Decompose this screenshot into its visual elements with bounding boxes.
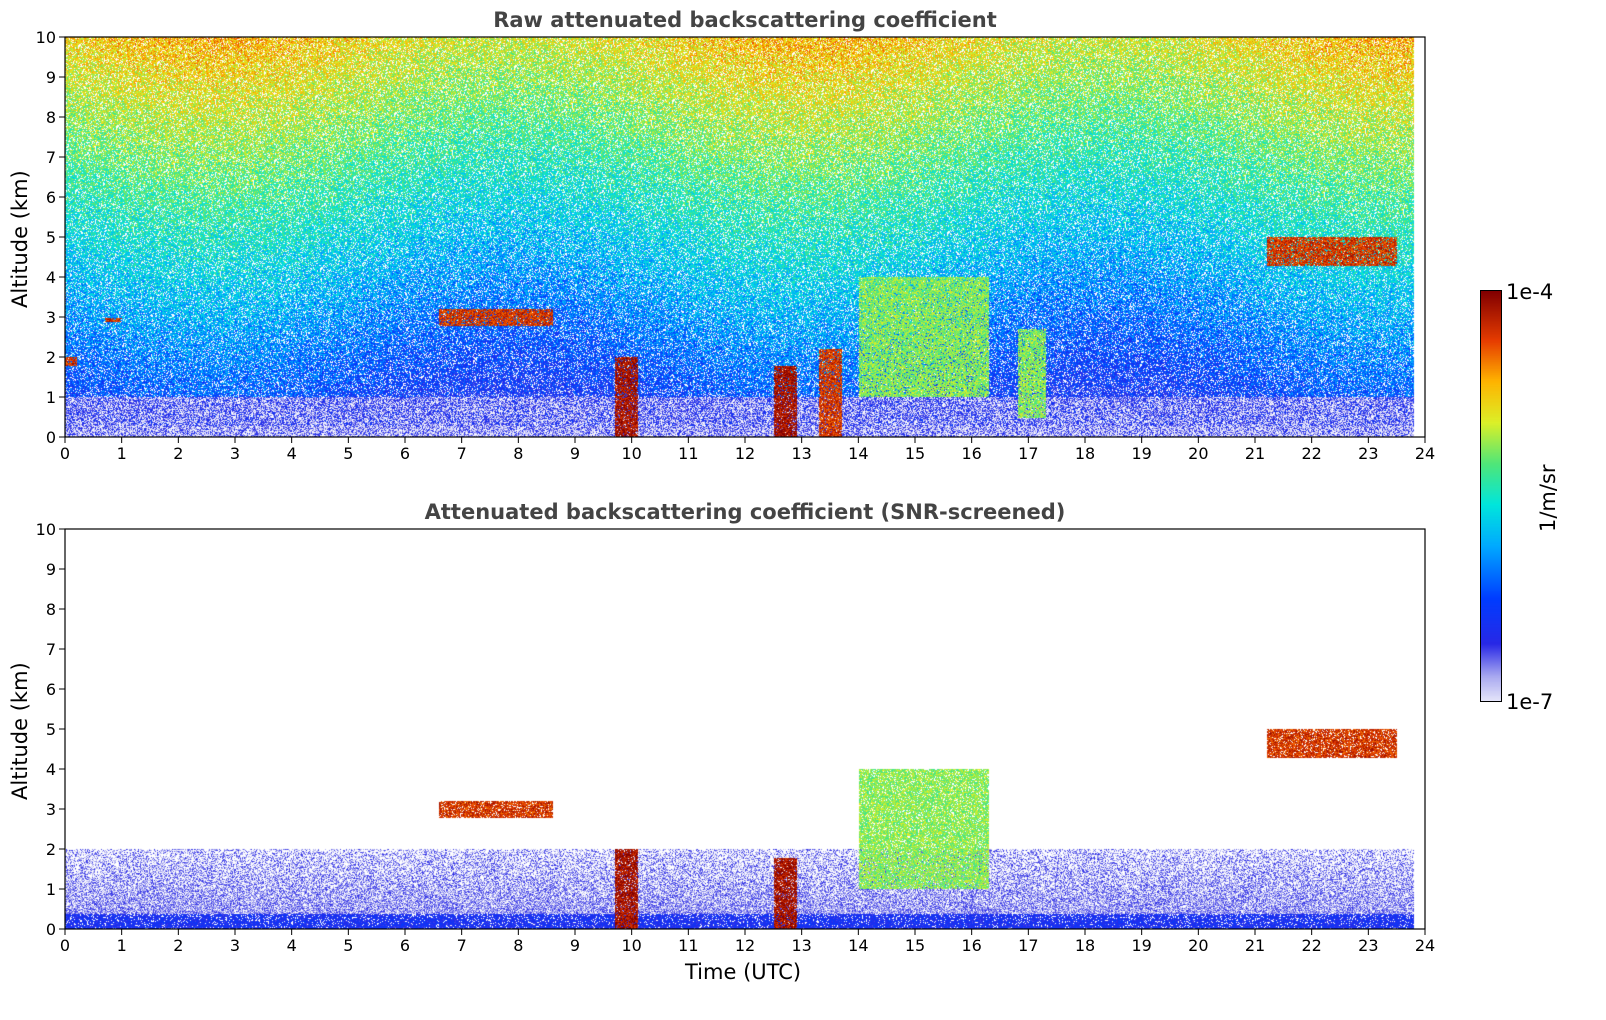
x-tick-label: 19 xyxy=(1131,936,1151,955)
y-tick-label: 5 xyxy=(46,720,56,739)
x-tick-label: 3 xyxy=(230,936,240,955)
x-tick-label: 14 xyxy=(848,936,868,955)
x-tick-label: 0 xyxy=(60,936,70,955)
x-tick-label: 15 xyxy=(905,936,925,955)
bottom-plot-title: Attenuated backscattering coefficient (S… xyxy=(424,500,1066,524)
x-tick-label: 16 xyxy=(961,444,981,463)
bottom-heatmap xyxy=(65,529,1425,929)
top-heatmap xyxy=(65,37,1425,437)
x-tick-label: 1 xyxy=(117,936,127,955)
y-tick-label: 10 xyxy=(36,520,56,539)
x-tick-label: 8 xyxy=(513,444,523,463)
plot-frame xyxy=(64,528,1426,930)
y-tick-label: 6 xyxy=(46,188,56,207)
x-tick-label: 21 xyxy=(1245,444,1265,463)
x-tick-label: 5 xyxy=(343,936,353,955)
y-tick-label: 9 xyxy=(46,68,56,87)
x-tick-label: 7 xyxy=(457,444,467,463)
x-tick-label: 5 xyxy=(343,444,353,463)
x-tick-label: 11 xyxy=(678,444,698,463)
x-tick-label: 9 xyxy=(570,444,580,463)
y-tick-label: 0 xyxy=(46,428,56,447)
x-tick-label: 8 xyxy=(513,936,523,955)
x-tick-label: 11 xyxy=(678,936,698,955)
colorbar-max-label: 1e-4 xyxy=(1506,280,1554,304)
x-tick-label: 2 xyxy=(173,936,183,955)
y-tick-label: 7 xyxy=(46,640,56,659)
y-tick-label: 8 xyxy=(46,108,56,127)
y-tick-label: 4 xyxy=(46,268,56,287)
x-tick-label: 14 xyxy=(848,444,868,463)
y-tick-label: 5 xyxy=(46,228,56,247)
x-tick-label: 17 xyxy=(1018,444,1038,463)
x-tick-label: 19 xyxy=(1131,444,1151,463)
x-tick-label: 6 xyxy=(400,444,410,463)
x-tick-label: 15 xyxy=(905,444,925,463)
y-tick-label: 2 xyxy=(46,348,56,367)
x-tick-label: 22 xyxy=(1301,936,1321,955)
y-tick-label: 1 xyxy=(46,880,56,899)
y-tick-label: 3 xyxy=(46,800,56,819)
x-tick-label: 7 xyxy=(457,936,467,955)
y-tick-label: 2 xyxy=(46,840,56,859)
top-plot-title: Raw attenuated backscattering coefficien… xyxy=(493,8,997,32)
x-tick-label: 1 xyxy=(117,444,127,463)
x-tick-label: 4 xyxy=(287,444,297,463)
y-tick-label: 4 xyxy=(46,760,56,779)
y-tick-label: 3 xyxy=(46,308,56,327)
x-tick-label: 13 xyxy=(791,444,811,463)
y-tick-label: 8 xyxy=(46,600,56,619)
y-tick-label: 7 xyxy=(46,148,56,167)
x-tick-label: 18 xyxy=(1075,444,1095,463)
x-tick-label: 12 xyxy=(735,444,755,463)
x-tick-label: 23 xyxy=(1358,444,1378,463)
x-tick-label: 10 xyxy=(621,936,641,955)
y-tick-label: 9 xyxy=(46,560,56,579)
x-tick-label: 23 xyxy=(1358,936,1378,955)
bottom-y-axis-label: Altitude (km) xyxy=(8,662,32,800)
x-tick-label: 13 xyxy=(791,936,811,955)
x-tick-label: 20 xyxy=(1188,444,1208,463)
x-tick-label: 10 xyxy=(621,444,641,463)
x-tick-label: 6 xyxy=(400,936,410,955)
x-axis-label: Time (UTC) xyxy=(685,960,802,984)
y-tick-label: 1 xyxy=(46,388,56,407)
y-tick-label: 6 xyxy=(46,680,56,699)
x-tick-label: 20 xyxy=(1188,936,1208,955)
x-tick-label: 24 xyxy=(1415,444,1435,463)
x-tick-label: 16 xyxy=(961,936,981,955)
x-tick-label: 0 xyxy=(60,444,70,463)
colorbar-unit-label: 1/m/sr xyxy=(1536,464,1560,532)
x-tick-label: 22 xyxy=(1301,444,1321,463)
x-tick-label: 17 xyxy=(1018,936,1038,955)
x-tick-label: 9 xyxy=(570,936,580,955)
x-tick-label: 2 xyxy=(173,444,183,463)
colorbar xyxy=(1480,290,1502,702)
x-tick-label: 18 xyxy=(1075,936,1095,955)
x-tick-label: 21 xyxy=(1245,936,1265,955)
y-tick-label: 10 xyxy=(36,28,56,47)
y-tick-label: 0 xyxy=(46,920,56,939)
colorbar-min-label: 1e-7 xyxy=(1506,690,1554,714)
x-tick-label: 24 xyxy=(1415,936,1435,955)
x-tick-label: 4 xyxy=(287,936,297,955)
x-tick-label: 12 xyxy=(735,936,755,955)
x-tick-label: 3 xyxy=(230,444,240,463)
